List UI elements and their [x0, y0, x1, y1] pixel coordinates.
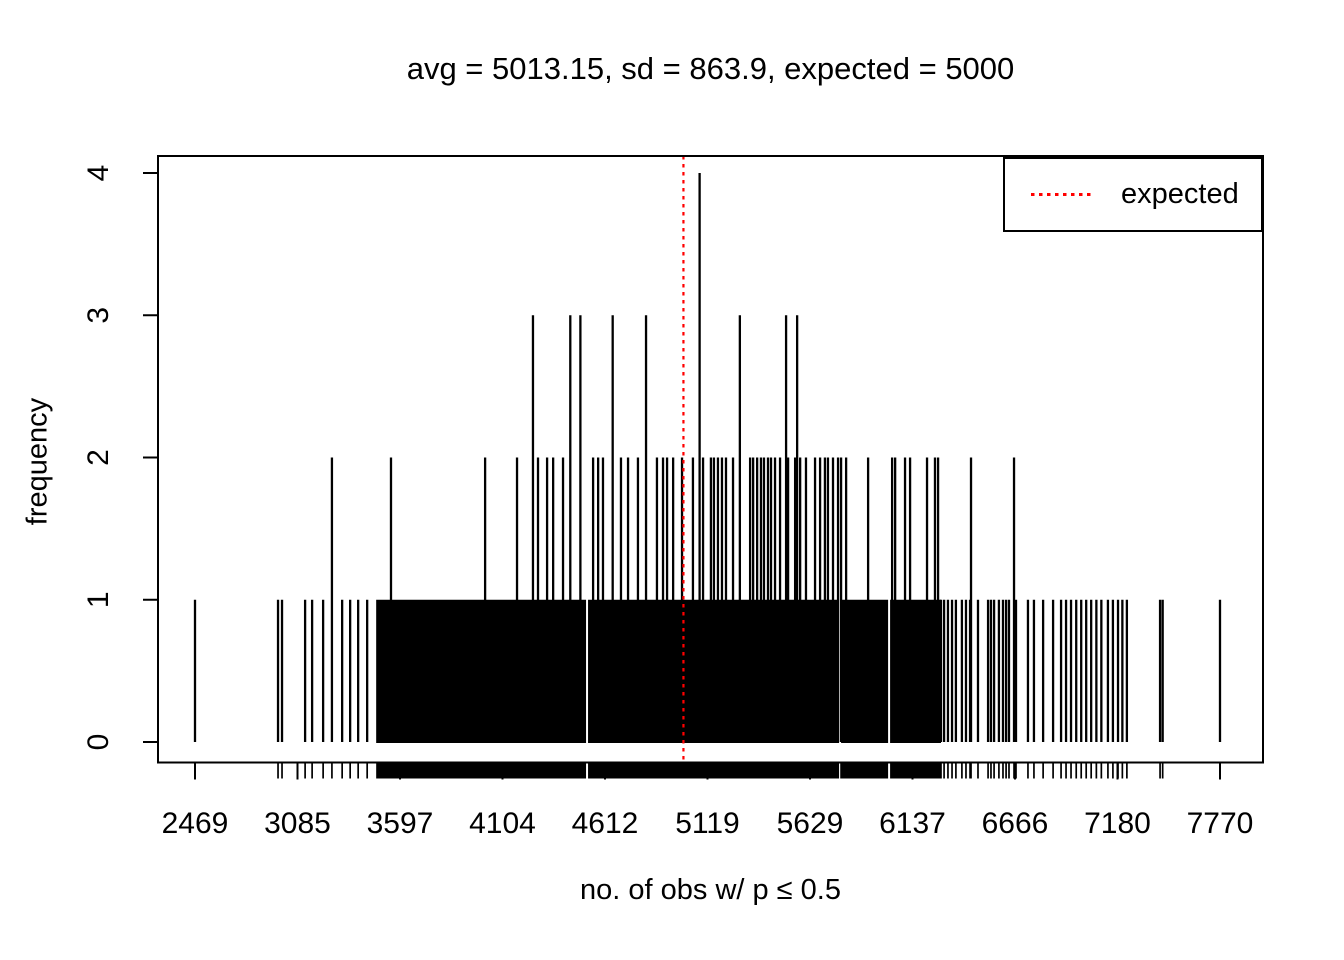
y-axis-label: frequency [21, 397, 54, 526]
svg-text:2469: 2469 [162, 807, 229, 840]
legend: expected [1003, 157, 1263, 232]
spikes [193, 173, 1222, 742]
x-axis-label: no. of obs w/ p ≤ 0.5 [580, 874, 841, 906]
svg-text:5629: 5629 [777, 807, 844, 840]
svg-text:1: 1 [82, 591, 115, 608]
svg-text:0: 0 [82, 734, 115, 751]
svg-text:3: 3 [82, 307, 115, 324]
plot-title: avg = 5013.15, sd = 863.9, expected = 50… [406, 51, 1015, 86]
svg-text:4104: 4104 [469, 807, 536, 840]
svg-text:2: 2 [82, 449, 115, 466]
svg-text:3597: 3597 [367, 807, 434, 840]
dense-band [376, 598, 942, 743]
svg-text:5119: 5119 [675, 807, 740, 840]
x-axis-ticks: 2469 3085 3597 4104 4612 5119 5629 6137 6666 7180… [162, 763, 1254, 840]
svg-text:7770: 7770 [1187, 807, 1254, 840]
plot-box [157, 155, 1264, 764]
svg-text:4612: 4612 [572, 807, 639, 840]
svg-text:4: 4 [82, 165, 115, 182]
svg-text:6137: 6137 [879, 807, 946, 840]
legend-label-expected: expected [1121, 178, 1239, 210]
y-axis-ticks: 0 1 2 3 4 [82, 165, 158, 751]
expected-line-swatch [1031, 193, 1093, 196]
svg-text:3085: 3085 [264, 807, 331, 840]
svg-text:7180: 7180 [1084, 807, 1151, 840]
svg-text:6666: 6666 [982, 807, 1049, 840]
